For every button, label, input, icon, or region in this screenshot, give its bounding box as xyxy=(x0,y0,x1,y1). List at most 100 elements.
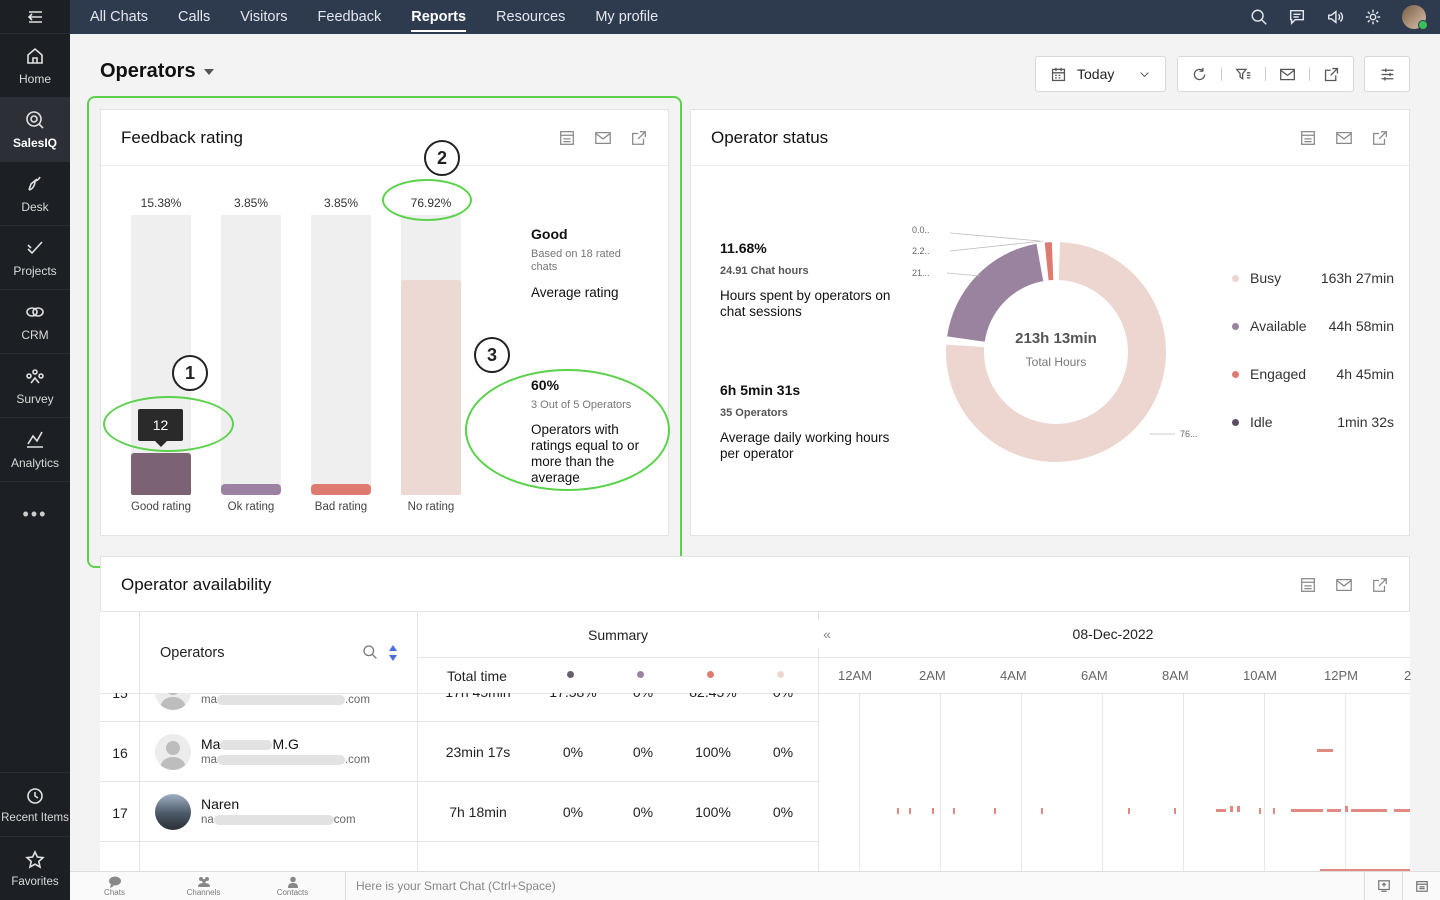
rating-bar-track[interactable] xyxy=(221,215,281,495)
search-icon[interactable] xyxy=(1250,8,1268,26)
activity-segment[interactable] xyxy=(897,808,899,814)
smart-chat-input[interactable]: Here is your Smart Chat (Ctrl+Space) xyxy=(345,871,1364,900)
activity-segment[interactable] xyxy=(1394,809,1410,812)
activity-segment[interactable] xyxy=(909,808,911,814)
search-icon[interactable] xyxy=(362,644,378,660)
activity-segment[interactable] xyxy=(932,808,934,814)
rating-bar[interactable] xyxy=(221,484,281,495)
row-number: 17 xyxy=(112,805,128,821)
sort-icon[interactable] xyxy=(387,644,399,662)
sidebar-item-salesiq[interactable]: SalesIQ xyxy=(0,98,70,162)
rating-bar-track[interactable] xyxy=(401,215,461,495)
table-row[interactable]: 17 Naren na com 7h 18min 0% 0% 100% 0% xyxy=(0,611,1440,842)
activity-segment[interactable] xyxy=(953,808,955,814)
customize-button[interactable] xyxy=(1364,56,1410,92)
activity-segment[interactable] xyxy=(1273,808,1275,814)
collapse-menu-button[interactable] xyxy=(0,0,70,34)
screen-share-button[interactable] xyxy=(1364,871,1402,900)
activity-segment[interactable] xyxy=(1351,809,1387,812)
mail-icon[interactable] xyxy=(1279,66,1296,83)
rating-bar-track[interactable] xyxy=(311,215,371,495)
rating-bar[interactable] xyxy=(131,453,191,495)
bottom-chats-button[interactable]: Chats xyxy=(70,876,159,897)
activity-segment[interactable] xyxy=(1041,808,1043,814)
activity-segment[interactable] xyxy=(1230,806,1233,812)
activity-segment[interactable] xyxy=(1320,869,1410,871)
export-icon[interactable] xyxy=(1371,129,1389,147)
bottom-item-label: Chats xyxy=(104,887,125,897)
tab-visitors[interactable]: Visitors xyxy=(240,9,288,25)
tab-reports[interactable]: Reports xyxy=(396,0,481,34)
legend-dot xyxy=(1232,274,1239,282)
mail-icon[interactable] xyxy=(594,129,612,147)
sidebar-item-projects[interactable]: Projects xyxy=(0,226,70,290)
tab-feedback[interactable]: Feedback xyxy=(317,9,382,25)
sidebar-item-desk[interactable]: Desk xyxy=(0,162,70,226)
tab-calls[interactable]: Calls xyxy=(178,9,211,25)
bottom-channels-button[interactable]: Channels xyxy=(159,876,248,897)
export-icon[interactable] xyxy=(1323,66,1340,83)
speaker-icon[interactable] xyxy=(1326,8,1344,26)
bottom-contacts-button[interactable]: Contacts xyxy=(248,876,337,897)
mail-icon[interactable] xyxy=(1335,129,1353,147)
activity-segment[interactable] xyxy=(1216,809,1226,812)
table-view-icon[interactable] xyxy=(1299,576,1317,594)
sidebar-item-home[interactable]: Home xyxy=(0,34,70,98)
more-apps-button[interactable]: ••• xyxy=(22,503,48,524)
activity-segment[interactable] xyxy=(1345,806,1348,812)
highlight-oval-2 xyxy=(382,179,472,221)
page-title-dropdown[interactable]: Operators xyxy=(100,60,214,83)
activity-segment[interactable] xyxy=(1174,808,1176,814)
tab-my-profile[interactable]: My profile xyxy=(595,9,659,25)
callout-line xyxy=(949,232,1041,242)
user-avatar[interactable] xyxy=(1402,5,1428,30)
notes-button[interactable] xyxy=(1402,871,1440,900)
donut-slice[interactable] xyxy=(1044,242,1054,281)
table-view-icon[interactable] xyxy=(558,129,576,147)
gear-icon[interactable] xyxy=(1364,8,1382,26)
filter-icon[interactable] xyxy=(1235,66,1252,83)
activity-segment[interactable] xyxy=(1291,809,1323,812)
legend-item-engaged[interactable]: Engaged 4h 45min xyxy=(1232,366,1394,382)
chat-icon[interactable] xyxy=(1288,8,1306,26)
sidebar-item-crm[interactable]: CRM xyxy=(0,290,70,354)
export-icon[interactable] xyxy=(630,129,648,147)
table-row[interactable]: 16 Ma M.G ma .com 23min 17s 0% 0% 100% 0% xyxy=(0,611,1440,842)
sidebar-item-label: Survey xyxy=(16,391,54,406)
rating-bar[interactable] xyxy=(401,280,461,495)
average-rating-label: Average rating xyxy=(531,285,619,300)
chat-hours-percent: 11.68% xyxy=(720,240,767,256)
sidebar-item-recent-items[interactable]: Recent Items xyxy=(0,772,70,836)
legend-item-idle[interactable]: Idle 1min 32s xyxy=(1232,414,1394,430)
activity-segment[interactable] xyxy=(1259,808,1261,814)
table-view-icon[interactable] xyxy=(1299,129,1317,147)
legend-value: 163h 27min xyxy=(1320,270,1394,286)
rated-chats-count: Based on 18 rated chats xyxy=(531,248,621,273)
timeline-hour-label: 2AM xyxy=(919,668,946,683)
tab-all-chats[interactable]: All Chats xyxy=(90,9,149,25)
activity-segment[interactable] xyxy=(1128,808,1130,814)
legend-value: 44h 58min xyxy=(1328,318,1394,334)
highlight-oval-3 xyxy=(465,369,670,491)
refresh-icon[interactable] xyxy=(1191,66,1208,83)
donut-slice[interactable] xyxy=(946,242,1166,462)
activity-segment[interactable] xyxy=(994,808,996,814)
donut-slice[interactable] xyxy=(947,243,1044,342)
activity-segment[interactable] xyxy=(1237,806,1240,812)
caret-down-icon xyxy=(203,68,214,75)
sidebar-item-survey[interactable]: Survey xyxy=(0,354,70,418)
rating-bar[interactable] xyxy=(311,484,371,495)
idle-percent-cell: 0% xyxy=(562,744,584,760)
date-filter-select[interactable]: Today xyxy=(1035,56,1166,92)
sidebar-item-analytics[interactable]: Analytics xyxy=(0,418,70,482)
legend-item-available[interactable]: Available 44h 58min xyxy=(1232,318,1394,334)
activity-segment[interactable] xyxy=(1317,749,1333,752)
export-icon[interactable] xyxy=(1371,576,1389,594)
tab-resources[interactable]: Resources xyxy=(496,9,566,25)
legend-item-busy[interactable]: Busy 163h 27min xyxy=(1232,270,1394,286)
sidebar-item-favorites[interactable]: Favorites xyxy=(0,836,70,900)
activity-segment[interactable] xyxy=(1327,809,1341,812)
mail-icon[interactable] xyxy=(1335,576,1353,594)
collapse-summary-button[interactable]: « xyxy=(818,620,836,648)
